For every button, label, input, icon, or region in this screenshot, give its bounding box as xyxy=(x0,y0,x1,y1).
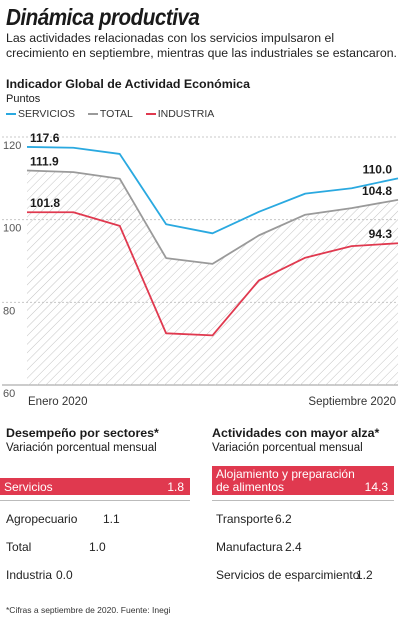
y-tick-label: 120 xyxy=(3,140,21,152)
x-tick-label-start: Enero 2020 xyxy=(28,396,87,408)
actividades-row-value: 2.4 xyxy=(285,540,302,554)
chart-unit: Puntos xyxy=(6,93,41,105)
series-line-industria xyxy=(27,211,399,337)
actividades-highlight-value: 14.3 xyxy=(364,480,388,494)
sectores-highlight-value: 1.8 xyxy=(167,480,184,494)
y-tick-label: 60 xyxy=(3,388,15,400)
data-label-start: 117.6 xyxy=(30,131,60,145)
series-line-total xyxy=(26,169,399,265)
sectores-highlight-row: Servicios 1.8 xyxy=(0,478,190,495)
legend-total: TOTAL xyxy=(87,108,133,120)
headline: Dinámica productiva xyxy=(6,4,200,30)
legend-swatch-total xyxy=(87,113,98,116)
line-chart: 120 100 80 60 117.6 110.0 111.9 104.8 101.8 94.3… xyxy=(2,131,399,408)
actividades-subtitle: Variación porcentual mensual xyxy=(212,442,363,454)
deck-text: Las actividades relacionadas con los ser… xyxy=(6,31,397,60)
legend-industria: INDUSTRIA xyxy=(145,108,215,120)
legend-swatch-industria xyxy=(145,113,156,116)
sectores-highlight-label: Servicios xyxy=(4,480,53,494)
chart-title: Indicador Global de Actividad Económica xyxy=(6,77,250,91)
actividades-title: Actividades con mayor alza* xyxy=(212,426,380,440)
series-line-servicios xyxy=(26,146,399,235)
total-hatched-area xyxy=(27,170,398,385)
sectores-divider xyxy=(0,500,190,501)
actividades-row-label: Manufactura xyxy=(216,540,283,554)
sectores-row-label: Agropecuario xyxy=(6,512,78,526)
legend-label-industria: INDUSTRIA xyxy=(157,108,215,120)
sectores-subtitle: Variación porcentual mensual xyxy=(6,442,157,454)
y-tick-label: 100 xyxy=(3,223,21,235)
data-label-start: 111.9 xyxy=(30,154,59,168)
actividades-highlight-label-line2: de alimentos xyxy=(216,480,285,494)
sectores-row-value: 0.0 xyxy=(56,568,73,582)
legend-label-total: TOTAL xyxy=(99,108,133,120)
legend-swatch-servicios xyxy=(6,113,16,116)
footnote: *Cifras a septiembre de 2020. Fuente: In… xyxy=(6,605,171,615)
legend-label-servicios: SERVICIOS xyxy=(18,108,75,120)
sectores-row-label: Industria xyxy=(6,568,53,582)
actividades-divider xyxy=(212,500,394,501)
actividades-row-value: 6.2 xyxy=(275,512,292,526)
actividades-row-label: Servicios de esparcimiento xyxy=(216,568,360,582)
legend-servicios: SERVICIOS xyxy=(6,108,75,120)
chart-legend: SERVICIOS TOTAL INDUSTRIA xyxy=(6,108,224,120)
y-tick-label: 80 xyxy=(3,305,15,317)
actividades-row-label: Transporte xyxy=(216,512,274,526)
actividades-row-value: 1.2 xyxy=(356,568,373,582)
actividades-highlight-label-line1: Alojamiento y preparación xyxy=(216,467,355,481)
x-tick-label-end: Septiembre 2020 xyxy=(308,396,396,408)
data-label-end: 94.3 xyxy=(369,227,393,241)
data-label-start: 101.8 xyxy=(30,196,60,210)
actividades-highlight-row: Alojamiento y preparación de alimentos 1… xyxy=(212,466,394,495)
data-label-end: 110.0 xyxy=(363,162,393,176)
sectores-row-label: Total xyxy=(6,540,32,554)
data-label-end: 104.8 xyxy=(362,184,392,198)
sectores-row-value: 1.0 xyxy=(89,540,106,554)
actividades-highlight-label: Alojamiento y preparación de alimentos xyxy=(216,468,355,494)
sectores-row-value: 1.1 xyxy=(103,512,120,526)
sectores-title: Desempeño por sectores* xyxy=(6,426,159,440)
